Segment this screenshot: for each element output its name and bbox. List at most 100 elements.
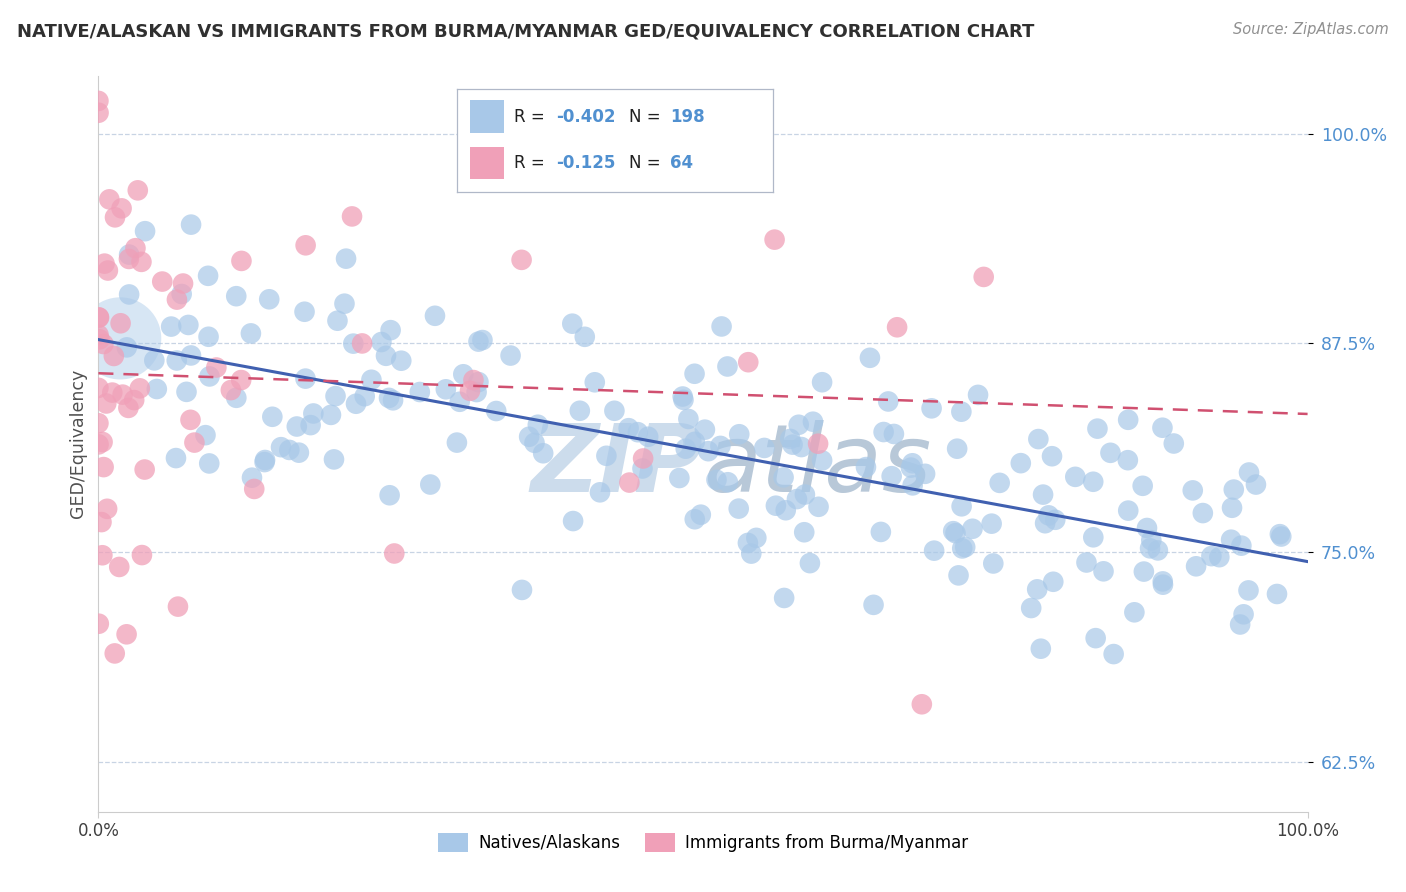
Point — [799, 556, 821, 570]
Point — [467, 375, 489, 389]
Point — [693, 423, 716, 437]
Text: N =: N = — [630, 109, 666, 127]
Point — [108, 331, 131, 345]
Point — [948, 568, 970, 582]
Point — [631, 451, 654, 466]
Point — [980, 516, 1002, 531]
Point — [967, 388, 990, 402]
Point — [1136, 521, 1159, 535]
Point — [1076, 556, 1098, 570]
Point — [1191, 506, 1213, 520]
Point — [1083, 475, 1105, 489]
Point — [1042, 574, 1064, 589]
Point — [97, 263, 120, 277]
Point — [1033, 516, 1056, 531]
Point — [453, 368, 475, 382]
Point — [1152, 574, 1174, 589]
Point — [122, 393, 145, 408]
Point — [914, 467, 936, 481]
Point — [568, 403, 591, 417]
Text: NATIVE/ALASKAN VS IMMIGRANTS FROM BURMA/MYANMAR GED/EQUIVALENCY CORRELATION CHAR: NATIVE/ALASKAN VS IMMIGRANTS FROM BURMA/… — [17, 22, 1035, 40]
Point — [294, 238, 316, 252]
Point — [197, 268, 219, 283]
Point — [180, 348, 202, 362]
Point — [131, 255, 153, 269]
Point — [257, 293, 280, 307]
Point — [786, 492, 808, 507]
Point — [911, 698, 934, 712]
Point — [574, 330, 596, 344]
Point — [380, 323, 402, 337]
Point — [352, 336, 374, 351]
Point — [1010, 456, 1032, 470]
Point — [1163, 436, 1185, 450]
Point — [583, 376, 606, 390]
Point — [166, 293, 188, 307]
Point — [342, 336, 364, 351]
Point — [737, 536, 759, 550]
Point — [449, 394, 471, 409]
Point — [1244, 477, 1267, 491]
Point — [87, 327, 110, 342]
Point — [1133, 565, 1156, 579]
Point — [1032, 487, 1054, 501]
Point — [740, 547, 762, 561]
Point — [124, 241, 146, 255]
Point — [254, 453, 277, 467]
Point — [143, 353, 166, 368]
Point — [793, 525, 815, 540]
Point — [87, 310, 110, 325]
Point — [166, 353, 188, 368]
Point — [110, 316, 132, 330]
Point — [165, 451, 187, 466]
Point — [446, 435, 468, 450]
Point — [344, 397, 367, 411]
Point — [419, 477, 441, 491]
Point — [104, 647, 127, 661]
Point — [127, 183, 149, 197]
Point — [763, 233, 786, 247]
Text: N =: N = — [630, 153, 666, 171]
Point — [176, 384, 198, 399]
Point — [423, 309, 446, 323]
Point — [325, 389, 347, 403]
Point — [110, 202, 132, 216]
Point — [880, 469, 903, 483]
Point — [782, 437, 804, 451]
Point — [205, 360, 228, 375]
Point — [360, 373, 382, 387]
Point — [603, 404, 626, 418]
Text: atlas: atlas — [703, 420, 931, 511]
Point — [710, 319, 733, 334]
Point — [91, 548, 114, 562]
Point — [737, 355, 759, 369]
Point — [773, 591, 796, 605]
Point — [302, 407, 325, 421]
Point — [270, 440, 292, 454]
Point — [589, 485, 612, 500]
Point — [146, 382, 169, 396]
Point — [617, 421, 640, 435]
Point — [689, 508, 711, 522]
Text: -0.125: -0.125 — [557, 153, 616, 171]
Point — [1038, 508, 1060, 523]
Point — [561, 317, 583, 331]
Point — [921, 401, 943, 416]
Point — [285, 419, 308, 434]
Point — [485, 404, 508, 418]
Text: Source: ZipAtlas.com: Source: ZipAtlas.com — [1233, 22, 1389, 37]
Point — [754, 441, 776, 455]
Point — [595, 449, 617, 463]
Point — [631, 461, 654, 475]
Point — [118, 247, 141, 261]
Point — [172, 277, 194, 291]
Point — [375, 349, 398, 363]
Point — [953, 540, 976, 554]
Point — [183, 435, 205, 450]
Point — [1181, 483, 1204, 498]
Point — [859, 351, 882, 365]
Point — [1152, 421, 1174, 435]
Point — [950, 500, 973, 514]
Point — [523, 435, 546, 450]
Point — [1040, 449, 1063, 463]
